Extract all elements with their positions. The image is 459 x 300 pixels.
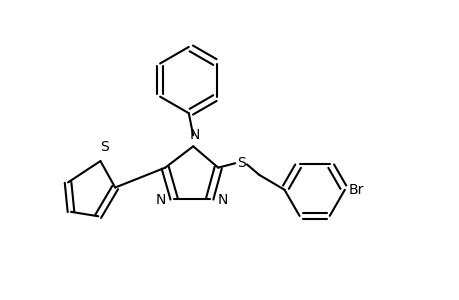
Text: N: N: [218, 194, 228, 207]
Text: S: S: [236, 155, 245, 170]
Text: N: N: [190, 128, 200, 142]
Text: Br: Br: [348, 183, 363, 197]
Text: N: N: [155, 194, 166, 207]
Text: S: S: [100, 140, 108, 154]
